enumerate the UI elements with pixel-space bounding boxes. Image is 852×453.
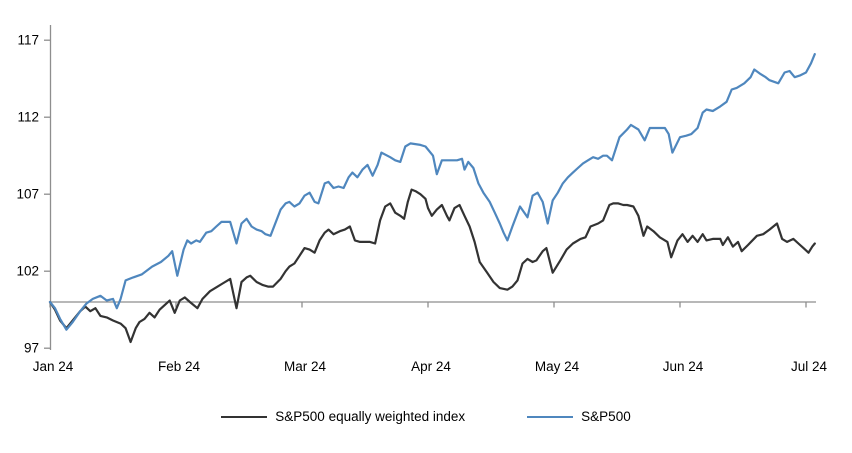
legend-label-equal-weight: S&P500 equally weighted index [275, 409, 466, 424]
equal-weight-line-swatch-icon [221, 415, 268, 418]
x-axis-tick-label: May 24 [535, 359, 580, 374]
x-axis-tick-label: Feb 24 [158, 359, 201, 374]
chart-legend: S&P500 equally weighted index S&P500 [0, 410, 852, 424]
x-axis-tick-label: Jun 24 [663, 359, 704, 374]
legend-label-sp500: S&P500 [581, 409, 631, 424]
y-axis-tick-label: 112 [17, 110, 39, 125]
legend-item-equal-weight: S&P500 equally weighted index [221, 410, 465, 424]
y-axis-tick-label: 117 [17, 33, 39, 48]
y-axis-tick-label: 97 [24, 341, 39, 356]
y-axis-tick-label: 107 [16, 187, 39, 202]
legend-item-sp500: S&P500 [527, 410, 631, 424]
equal-weight-index-line [48, 188, 816, 344]
x-axis-tick-label: Jul 24 [791, 359, 828, 374]
x-axis-tick-label: Mar 24 [284, 359, 327, 374]
x-axis-tick-label: Apr 24 [411, 359, 451, 374]
x-axis-tick-label: Jan 24 [33, 359, 74, 374]
sp500-line-swatch-icon [527, 415, 574, 418]
sp500-line [48, 52, 816, 331]
y-axis-tick-label: 102 [16, 264, 39, 279]
